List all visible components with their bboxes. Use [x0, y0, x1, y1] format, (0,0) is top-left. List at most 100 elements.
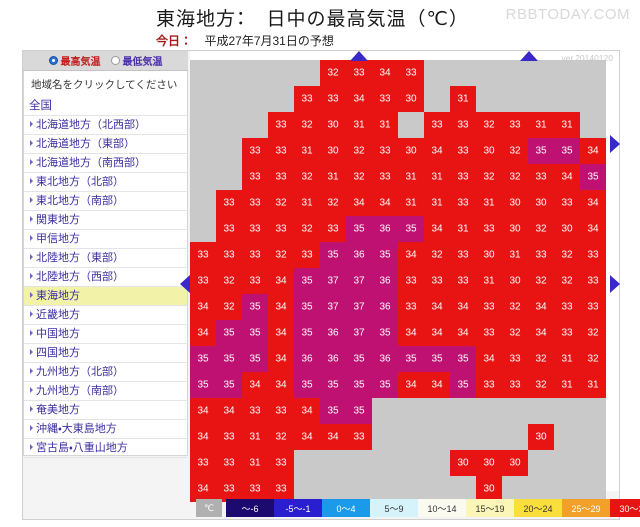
temperature-cell[interactable]: 33 [580, 242, 606, 268]
temperature-cell[interactable]: 33 [450, 268, 476, 294]
temperature-cell[interactable]: 35 [294, 268, 320, 294]
region-list-item[interactable]: 四国地方 [24, 344, 187, 363]
temperature-cell[interactable]: 33 [398, 60, 424, 86]
temperature-cell[interactable]: 36 [372, 216, 398, 242]
temperature-cell[interactable]: 30 [476, 242, 502, 268]
temperature-cell[interactable]: 34 [528, 294, 554, 320]
temperature-cell[interactable]: 32 [294, 112, 320, 138]
temperature-cell[interactable]: 33 [242, 476, 268, 502]
temperature-cell[interactable]: 34 [190, 424, 216, 450]
map-pan-right-arrow-icon[interactable] [610, 275, 620, 293]
temperature-cell[interactable]: 32 [216, 268, 242, 294]
temperature-cell[interactable]: 31 [398, 190, 424, 216]
temperature-cell[interactable]: 32 [502, 294, 528, 320]
region-list-item[interactable]: 全国 [24, 97, 187, 116]
temperature-cell[interactable]: 33 [268, 450, 294, 476]
temperature-cell[interactable]: 34 [554, 164, 580, 190]
temperature-cell[interactable]: 31 [372, 112, 398, 138]
temperature-cell[interactable]: 33 [528, 164, 554, 190]
temperature-cell[interactable]: 34 [580, 216, 606, 242]
region-list-item[interactable]: 九州地方（南部） [24, 382, 187, 401]
region-list-item[interactable]: 東北地方（北部） [24, 173, 187, 192]
temperature-cell[interactable]: 34 [476, 346, 502, 372]
temperature-cell[interactable]: 33 [372, 86, 398, 112]
temperature-cell[interactable]: 33 [268, 398, 294, 424]
temperature-cell[interactable]: 33 [268, 164, 294, 190]
temperature-cell[interactable]: 33 [268, 138, 294, 164]
temperature-cell[interactable]: 34 [580, 138, 606, 164]
temperature-cell[interactable]: 32 [320, 190, 346, 216]
temperature-cell[interactable]: 33 [450, 138, 476, 164]
temperature-cell[interactable]: 35 [372, 372, 398, 398]
temperature-cell[interactable]: 31 [450, 86, 476, 112]
temperature-cell[interactable]: 36 [320, 346, 346, 372]
temperature-cell[interactable]: 35 [320, 398, 346, 424]
region-list-item[interactable]: 近畿地方 [24, 306, 187, 325]
temperature-cell[interactable]: 34 [346, 190, 372, 216]
temperature-cell[interactable]: 35 [424, 346, 450, 372]
temperature-cell[interactable]: 33 [268, 216, 294, 242]
temperature-cell[interactable]: 30 [476, 138, 502, 164]
temperature-cell[interactable]: 33 [242, 190, 268, 216]
temperature-cell[interactable]: 34 [398, 242, 424, 268]
region-list-item[interactable]: 関東地方 [24, 211, 187, 230]
temperature-cell[interactable]: 32 [528, 268, 554, 294]
region-list-item[interactable]: 中国地方 [24, 325, 187, 344]
temperature-cell[interactable]: 34 [346, 86, 372, 112]
temperature-cell[interactable]: 31 [476, 190, 502, 216]
temperature-cell[interactable]: 33 [242, 398, 268, 424]
map-pan-right-arrow-icon[interactable] [610, 135, 620, 153]
temperature-cell[interactable]: 34 [450, 294, 476, 320]
temperature-cell[interactable]: 32 [528, 346, 554, 372]
temperature-cell[interactable]: 32 [346, 138, 372, 164]
temperature-cell[interactable]: 32 [268, 190, 294, 216]
temperature-cell[interactable]: 34 [580, 190, 606, 216]
temperature-cell[interactable]: 32 [528, 216, 554, 242]
temperature-cell[interactable]: 33 [268, 112, 294, 138]
temperature-cell[interactable]: 33 [216, 242, 242, 268]
temperature-cell[interactable]: 35 [346, 398, 372, 424]
region-list-item[interactable]: 北陸地方（西部） [24, 268, 187, 287]
temperature-cell[interactable]: 33 [190, 268, 216, 294]
temperature-cell[interactable]: 37 [346, 320, 372, 346]
temperature-cell[interactable]: 33 [294, 86, 320, 112]
temperature-cell[interactable]: 32 [268, 242, 294, 268]
temperature-cell[interactable]: 30 [554, 216, 580, 242]
temperature-cell[interactable]: 30 [398, 86, 424, 112]
temperature-cell[interactable]: 35 [372, 320, 398, 346]
temperature-cell[interactable]: 33 [372, 138, 398, 164]
temperature-cell[interactable]: 34 [242, 372, 268, 398]
region-list-item[interactable]: 甲信地方 [24, 230, 187, 249]
temperature-cell[interactable]: 33 [476, 294, 502, 320]
temperature-cell[interactable]: 36 [346, 242, 372, 268]
temperature-cell[interactable]: 35 [580, 164, 606, 190]
temperature-cell[interactable]: 33 [528, 242, 554, 268]
temperature-cell[interactable]: 33 [450, 112, 476, 138]
temperature-cell[interactable]: 33 [346, 60, 372, 86]
temperature-cell[interactable]: 33 [476, 216, 502, 242]
temperature-cell[interactable]: 34 [424, 138, 450, 164]
temperature-cell[interactable]: 34 [190, 320, 216, 346]
temperature-cell[interactable]: 33 [554, 320, 580, 346]
temperature-cell[interactable]: 32 [476, 164, 502, 190]
temperature-cell[interactable]: 31 [554, 112, 580, 138]
map-pan-left-arrow-icon[interactable] [180, 275, 190, 293]
temperature-cell[interactable]: 35 [346, 346, 372, 372]
region-list-item-selected[interactable]: 東海地方 [24, 287, 187, 306]
temperature-cell[interactable]: 33 [242, 138, 268, 164]
temperature-cell[interactable]: 35 [242, 320, 268, 346]
temperature-cell[interactable]: 32 [268, 424, 294, 450]
temperature-cell[interactable]: 33 [398, 268, 424, 294]
region-list[interactable]: 全国 北海道地方（北西部） 北海道地方（東部） 北海道地方（南西部） 東北地方（北部） 東… [24, 97, 187, 458]
temperature-cell[interactable]: 33 [216, 216, 242, 242]
temperature-cell[interactable]: 35 [216, 372, 242, 398]
temperature-cell[interactable]: 35 [450, 346, 476, 372]
region-list-item[interactable]: 奄美地方 [24, 401, 187, 420]
temperature-cell[interactable]: 30 [502, 450, 528, 476]
temperature-cell[interactable]: 33 [190, 242, 216, 268]
temperature-cell[interactable]: 31 [580, 372, 606, 398]
temperature-cell[interactable]: 33 [242, 164, 268, 190]
temperature-cell[interactable]: 34 [216, 398, 242, 424]
temperature-cell[interactable]: 37 [346, 294, 372, 320]
temperature-cell[interactable]: 32 [294, 164, 320, 190]
